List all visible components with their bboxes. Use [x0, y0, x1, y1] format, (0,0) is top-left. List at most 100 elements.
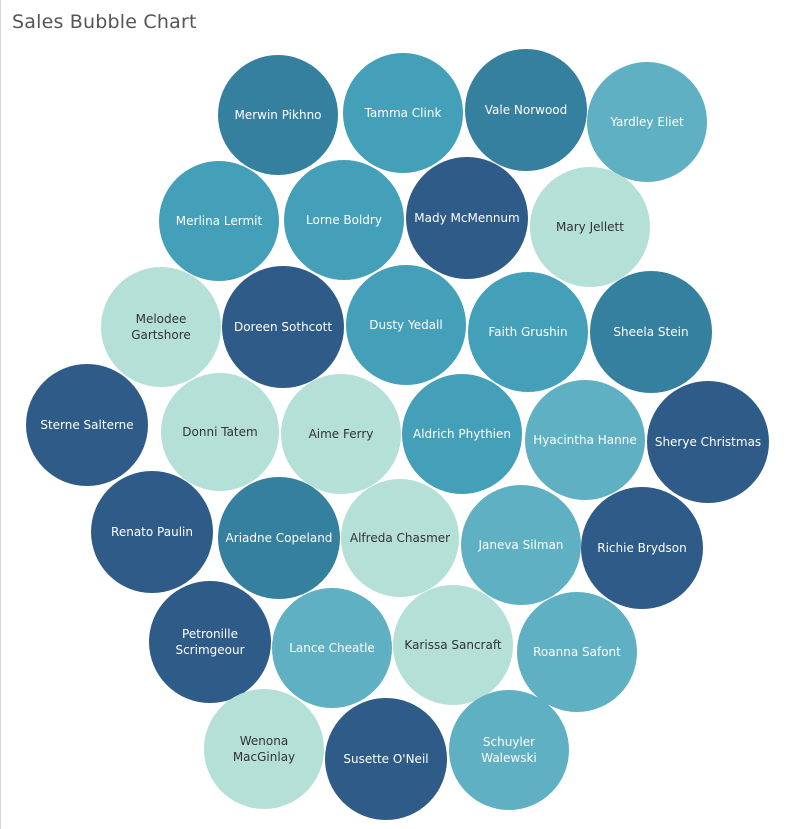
bubble[interactable]: Alfreda Chasmer: [341, 479, 459, 597]
bubble-label: Lance Cheatle: [289, 641, 375, 655]
bubble-circle[interactable]: [461, 485, 581, 605]
bubble-label: Alfreda Chasmer: [350, 531, 450, 545]
bubble[interactable]: Mady McMennum: [406, 157, 528, 279]
bubble-circle[interactable]: [587, 62, 707, 182]
bubble-label: Karissa Sancraft: [404, 638, 501, 652]
bubble[interactable]: Tamma Clink: [343, 53, 463, 173]
bubble-circle[interactable]: [346, 265, 466, 385]
bubble-circle[interactable]: [281, 374, 401, 494]
bubble[interactable]: Doreen Sothcott: [222, 266, 344, 388]
bubble-label: Lorne Boldry: [306, 213, 382, 227]
bubble[interactable]: Karissa Sancraft: [393, 585, 513, 705]
bubble-circle[interactable]: [204, 689, 324, 809]
bubble-label: MacGinlay: [233, 750, 295, 764]
bubble-label: Wenona: [240, 734, 288, 748]
bubble[interactable]: Roanna Safont: [517, 592, 637, 712]
bubble[interactable]: Renato Paulin: [91, 471, 213, 593]
bubble[interactable]: Faith Grushin: [468, 272, 588, 392]
bubble[interactable]: Dusty Yedall: [346, 265, 466, 385]
bubble-circle[interactable]: [149, 581, 271, 703]
bubble-circle[interactable]: [647, 381, 769, 503]
bubble-circle[interactable]: [468, 272, 588, 392]
bubble-label: Sheela Stein: [613, 325, 688, 339]
bubble-label: Merlina Lermit: [176, 214, 263, 228]
bubble-label: Sterne Salterne: [40, 418, 133, 432]
bubble-circle[interactable]: [343, 53, 463, 173]
bubble-circle[interactable]: [393, 585, 513, 705]
bubble[interactable]: Merlina Lermit: [159, 161, 279, 281]
bubble-circle[interactable]: [406, 157, 528, 279]
bubble-circle[interactable]: [449, 690, 569, 810]
bubble-circle[interactable]: [525, 380, 645, 500]
bubble-label: Hyacintha Hanne: [533, 433, 636, 447]
bubble[interactable]: Aime Ferry: [281, 374, 401, 494]
bubble-label: Faith Grushin: [488, 325, 567, 339]
bubble-circle[interactable]: [218, 477, 340, 599]
bubble-label: Petronille: [182, 627, 238, 641]
bubble-label: Roanna Safont: [533, 645, 621, 659]
bubble[interactable]: Mary Jellett: [530, 167, 650, 287]
bubble-circle[interactable]: [530, 167, 650, 287]
bubble[interactable]: Melodee Gartshore: [101, 267, 221, 387]
chart-title: Sales Bubble Chart: [12, 11, 197, 33]
bubble-label: Ariadne Copeland: [226, 531, 333, 545]
bubble[interactable]: Vale Norwood: [465, 49, 587, 171]
bubble-label: Yardley Eliet: [609, 115, 684, 129]
bubble[interactable]: Sterne Salterne: [26, 364, 148, 486]
bubble[interactable]: Ariadne Copeland: [218, 477, 340, 599]
bubble[interactable]: Schuyler Walewski: [449, 690, 569, 810]
bubble-label: Sherye Christmas: [655, 435, 761, 449]
bubble-circle[interactable]: [465, 49, 587, 171]
bubble-label: Melodee: [136, 312, 187, 326]
bubble[interactable]: Merwin Pikhno: [218, 55, 338, 175]
bubble-label: Scrimgeour: [175, 643, 244, 657]
bubble-label: Merwin Pikhno: [234, 108, 321, 122]
bubble-label: Tamma Clink: [364, 106, 442, 120]
bubble-label: Aime Ferry: [309, 427, 374, 441]
bubble[interactable]: Hyacintha Hanne: [525, 380, 645, 500]
bubble[interactable]: Richie Brydson: [581, 487, 703, 609]
bubble-circle[interactable]: [218, 55, 338, 175]
bubble[interactable]: Aldrich Phythien: [402, 374, 522, 494]
bubble-circle[interactable]: [159, 161, 279, 281]
bubble-circle[interactable]: [325, 698, 447, 820]
bubble-label: Doreen Sothcott: [234, 320, 332, 334]
bubble[interactable]: Yardley Eliet: [587, 62, 707, 182]
bubble[interactable]: Susette O'Neil: [325, 698, 447, 820]
bubble[interactable]: Donni Tatem: [161, 373, 279, 491]
bubble-circle[interactable]: [581, 487, 703, 609]
bubble-label: Aldrich Phythien: [413, 427, 511, 441]
bubble-circle[interactable]: [26, 364, 148, 486]
bubble-label: Donni Tatem: [182, 425, 257, 439]
bubble[interactable]: Wenona MacGinlay: [204, 689, 324, 809]
bubble-label: Janeva Silman: [477, 538, 563, 552]
bubble[interactable]: Sherye Christmas: [647, 381, 769, 503]
bubble-label: Susette O'Neil: [343, 752, 428, 766]
bubble-label: Mady McMennum: [414, 211, 519, 225]
bubble-circle[interactable]: [402, 374, 522, 494]
bubble-circle[interactable]: [284, 160, 404, 280]
bubble-label: Dusty Yedall: [369, 318, 442, 332]
bubble-label: Vale Norwood: [485, 103, 568, 117]
bubble[interactable]: Sheela Stein: [590, 271, 712, 393]
bubble-label: Gartshore: [131, 328, 191, 342]
bubble-circle[interactable]: [222, 266, 344, 388]
bubble-label: Richie Brydson: [597, 541, 687, 555]
bubble-circle[interactable]: [341, 479, 459, 597]
bubble[interactable]: Petronille Scrimgeour: [149, 581, 271, 703]
bubble-label: Mary Jellett: [556, 220, 624, 234]
bubble-circle[interactable]: [272, 588, 392, 708]
bubble-circle[interactable]: [161, 373, 279, 491]
bubble-label: Renato Paulin: [111, 525, 193, 539]
bubble-label: Schuyler: [483, 735, 535, 749]
bubble-circle[interactable]: [590, 271, 712, 393]
bubble[interactable]: Lorne Boldry: [284, 160, 404, 280]
bubble-circle[interactable]: [91, 471, 213, 593]
bubble-circle[interactable]: [517, 592, 637, 712]
bubble[interactable]: Janeva Silman: [461, 485, 581, 605]
bubble-circle[interactable]: [101, 267, 221, 387]
bubble[interactable]: Lance Cheatle: [272, 588, 392, 708]
bubble-label: Walewski: [481, 751, 537, 765]
